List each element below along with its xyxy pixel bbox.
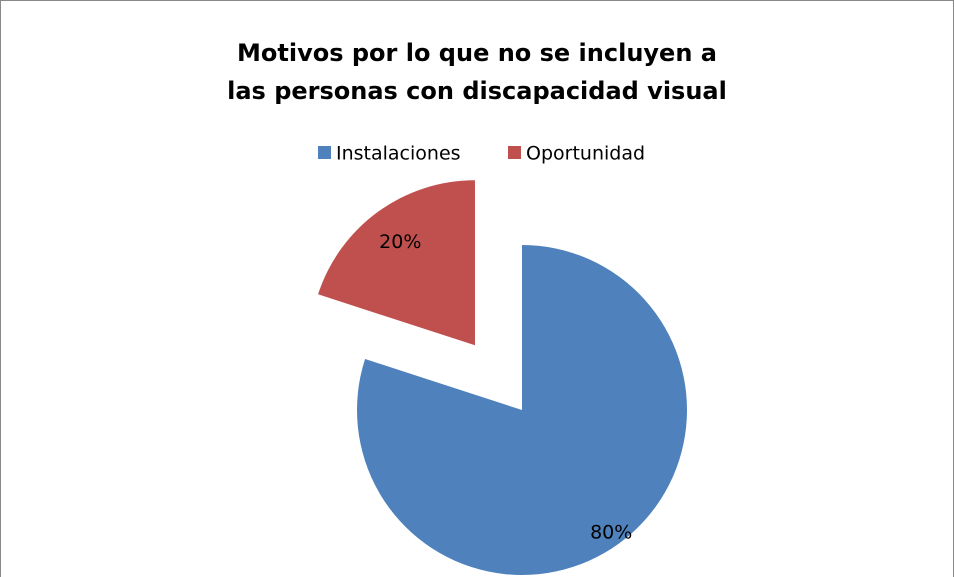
legend-label: Oportunidad — [526, 143, 645, 165]
pie-slice — [357, 245, 687, 575]
data-label: 20% — [379, 231, 421, 253]
pie-slice — [318, 180, 475, 346]
data-label: 80% — [590, 521, 632, 543]
chart-title: Motivos por lo que no se incluyen a las … — [227, 39, 727, 105]
legend-swatch — [508, 146, 521, 159]
legend-swatch — [318, 146, 331, 159]
legend-label: Instalaciones — [336, 143, 461, 165]
